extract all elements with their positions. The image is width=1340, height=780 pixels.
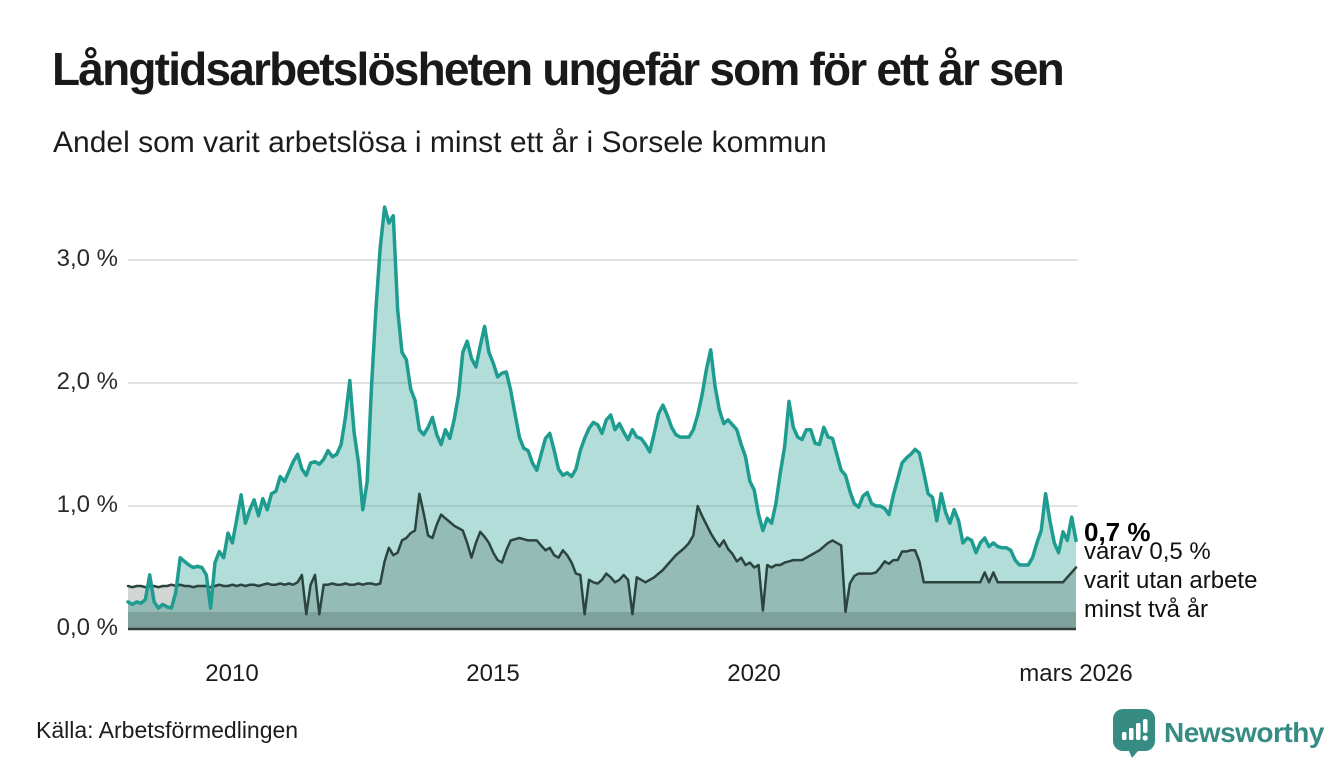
page-title: Långtidsarbetslösheten ungefär som för e… — [52, 43, 1065, 95]
newsworthy-wordmark: Newsworthy — [1164, 717, 1324, 748]
y-tick-label: 1,0 % — [56, 491, 118, 518]
annotation-line: varav 0,5 % — [1084, 538, 1211, 565]
line-two-years — [126, 492, 1078, 616]
bottom-band — [128, 612, 1076, 629]
series-annotation: varav 0,5 % varit utan arbete minst två … — [1084, 537, 1257, 624]
y-tick-label: 3,0 % — [56, 245, 118, 272]
page-subtitle: Andel som varit arbetslösa i minst ett å… — [53, 126, 827, 159]
y-tick-label: 0,0 % — [56, 614, 118, 641]
newsworthy-logo[interactable]: Newsworthy — [1112, 708, 1324, 758]
x-tick-label: 2015 — [466, 660, 520, 687]
source-credit: Källa: Arbetsförmedlingen — [36, 717, 299, 743]
series-end-value-label: 0,7 % — [1084, 517, 1151, 547]
area-one-year — [128, 207, 1076, 629]
area-two-years — [128, 493, 1076, 629]
annotation-line: minst två år — [1084, 596, 1209, 623]
y-tick-label: 2,0 % — [56, 368, 118, 395]
newsworthy-logo-icon — [1112, 708, 1156, 758]
x-tick-label: 2020 — [727, 660, 781, 687]
annotation-line: varit utan arbete — [1084, 567, 1258, 594]
x-tick-label: mars 2026 — [1019, 660, 1133, 687]
x-tick-label: 2010 — [205, 660, 259, 687]
line-one-year — [126, 205, 1078, 610]
